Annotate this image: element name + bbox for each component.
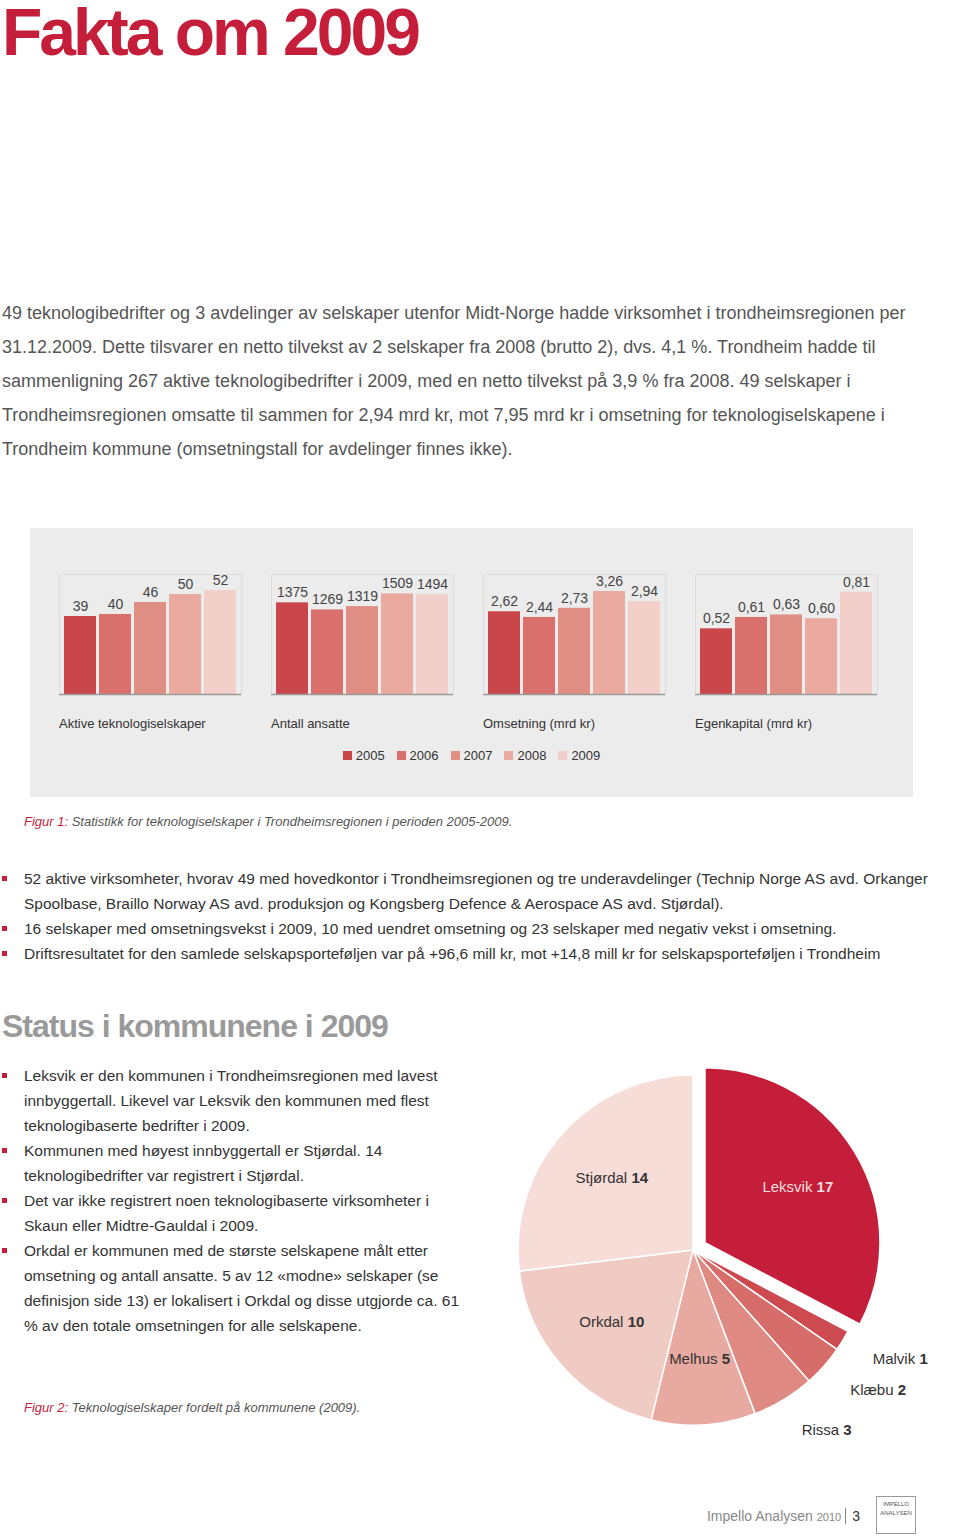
svg-text:0,52: 0,52 bbox=[703, 610, 730, 626]
svg-text:0,81: 0,81 bbox=[843, 574, 870, 590]
svg-text:1494: 1494 bbox=[417, 576, 448, 592]
html-text:Omsetning (mrd kr): Omsetning (mrd kr) bbox=[483, 716, 595, 731]
svg-text:2,94: 2,94 bbox=[631, 583, 658, 599]
html-text:Aktive teknologiselskaper: Aktive teknologiselskaper bbox=[59, 716, 206, 731]
svg-text:46: 46 bbox=[143, 584, 159, 600]
svg-text:Rissa 3: Rissa 3 bbox=[802, 1421, 852, 1438]
html-text:Figur 2: Teknologiselskaper fo: Figur 2: Teknologiselskaper fordelt på k… bbox=[24, 1400, 361, 1415]
svg-text:1319: 1319 bbox=[347, 588, 378, 604]
html-text:49 teknologibedrifter og 3 avd: 49 teknologibedrifter og 3 avdelinger av… bbox=[2, 303, 906, 459]
svg-text:50: 50 bbox=[178, 576, 194, 592]
html-text:16 selskaper med omsetningsvek: 16 selskaper med omsetningsvekst i 2009,… bbox=[24, 920, 837, 937]
svg-text:Leksvik 17: Leksvik 17 bbox=[762, 1178, 833, 1195]
svg-text:52: 52 bbox=[213, 572, 229, 588]
svg-text:Klæbu 2: Klæbu 2 bbox=[850, 1381, 906, 1398]
html-text:Driftsresultatet for den samle: Driftsresultatet for den samlede selskap… bbox=[24, 945, 881, 962]
html-text:ANALYSEN: ANALYSEN bbox=[880, 1510, 912, 1516]
html-text:52 aktive virksomheter, hvorav: 52 aktive virksomheter, hvorav 49 med ho… bbox=[24, 870, 928, 912]
html-text:2009: 2009 bbox=[571, 748, 601, 763]
html-text:IMPELLO: IMPELLO bbox=[883, 1501, 909, 1507]
svg-text:Melhus 5: Melhus 5 bbox=[669, 1350, 730, 1367]
html-text:2007: 2007 bbox=[463, 748, 493, 763]
html-text:Egenkapital (mrd kr): Egenkapital (mrd kr) bbox=[695, 716, 812, 731]
svg-text:0,60: 0,60 bbox=[808, 600, 835, 616]
html-text:Status i kommunene i 2009: Status i kommunene i 2009 bbox=[2, 1008, 388, 1044]
svg-text:2,62: 2,62 bbox=[491, 593, 518, 609]
svg-text:39: 39 bbox=[73, 598, 89, 614]
svg-text:2,44: 2,44 bbox=[526, 599, 553, 615]
svg-text:Stjørdal 14: Stjørdal 14 bbox=[576, 1169, 649, 1186]
html-text:Antall ansatte: Antall ansatte bbox=[271, 716, 350, 731]
html-text:Kommunen med høyest innbyggert: Kommunen med høyest innbyggertall er Stj… bbox=[24, 1142, 383, 1184]
svg-text:3,26: 3,26 bbox=[596, 573, 623, 589]
html-text:Det var ikke registrert noen t: Det var ikke registrert noen teknologiba… bbox=[24, 1192, 429, 1234]
html-text:Orkdal er kommunen med de stør: Orkdal er kommunen med de største selska… bbox=[24, 1242, 460, 1334]
html-text:2008: 2008 bbox=[517, 748, 547, 763]
html-text:2006: 2006 bbox=[409, 748, 439, 763]
svg-text:1375: 1375 bbox=[277, 584, 308, 600]
svg-text:2,73: 2,73 bbox=[561, 590, 588, 606]
html-text:Figur 1: Statistikk for teknol: Figur 1: Statistikk for teknologiselskap… bbox=[24, 814, 513, 829]
svg-text:Orkdal 10: Orkdal 10 bbox=[579, 1313, 644, 1330]
html-text:3: 3 bbox=[852, 1508, 860, 1524]
svg-text:Malvik 1: Malvik 1 bbox=[873, 1350, 928, 1367]
svg-text:1509: 1509 bbox=[382, 575, 413, 591]
svg-text:1269: 1269 bbox=[312, 591, 343, 607]
html-text:Leksvik er den kommunen i Tron: Leksvik er den kommunen i Trondheimsregi… bbox=[24, 1067, 438, 1134]
svg-text:0,61: 0,61 bbox=[738, 599, 765, 615]
svg-text:40: 40 bbox=[108, 596, 124, 612]
svg-text:0,63: 0,63 bbox=[773, 596, 800, 612]
html-text:Impello Analysen2010: Impello Analysen2010 bbox=[707, 1508, 842, 1524]
html-text:2005: 2005 bbox=[355, 748, 385, 763]
